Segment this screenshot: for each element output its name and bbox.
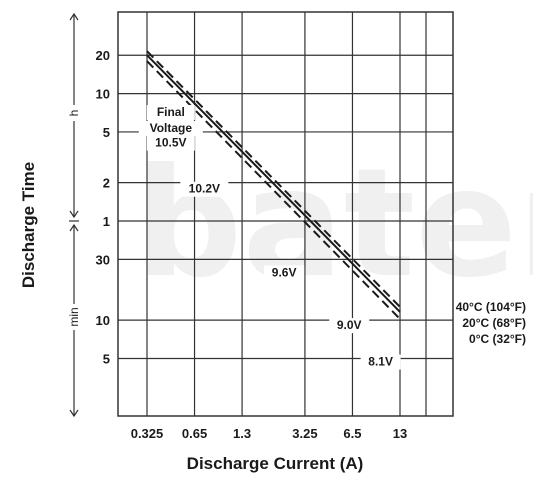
bracket-arrow	[69, 210, 79, 219]
y-tick-label: 2	[103, 176, 110, 191]
y-tick-label: 10	[96, 87, 110, 102]
bracket-gap	[68, 304, 80, 330]
y-axis-title: Discharge Time	[19, 162, 38, 288]
voltage-annotation: 9.6V	[272, 266, 297, 280]
voltage-annotation: 8.1V	[368, 355, 393, 369]
legend: 40°C (104°F) 20°C (68°F) 0°C (32°F)	[456, 300, 526, 346]
y-unit-hours: h	[67, 110, 81, 117]
tick-labels: 0.325 0.65 1.3 3.25 6.5 13 20 10 5 2 1 30 10 5	[96, 48, 408, 441]
annotation-bg	[360, 354, 401, 370]
voltage-annotation: 10.5V	[155, 136, 186, 150]
bracket-arrow	[69, 409, 79, 418]
y-axis-bracket: h min	[67, 12, 81, 418]
annotation-bg	[180, 181, 229, 197]
legend-entry: 20°C (68°F)	[462, 316, 526, 330]
x-tick-label: 3.25	[292, 426, 317, 441]
bracket-arrow	[69, 12, 79, 21]
watermark: bater	[135, 137, 533, 311]
bracket-arrow	[69, 223, 79, 232]
series-line	[146, 50, 401, 308]
annotation-bg	[264, 265, 305, 281]
series-line	[146, 60, 401, 320]
legend-entry: 0°C (32°F)	[469, 332, 526, 346]
y-unit-minutes: min	[67, 307, 81, 326]
voltage-annotation: Voltage	[150, 121, 193, 135]
x-tick-label: 1.3	[233, 426, 251, 441]
x-tick-label: 0.325	[131, 426, 164, 441]
annotation-bg	[329, 318, 370, 334]
annotation-bg	[138, 120, 203, 136]
x-tick-label: 0.65	[182, 426, 207, 441]
voltage-annotation: 10.2V	[189, 182, 220, 196]
legend-entry: 40°C (104°F)	[456, 300, 526, 314]
x-tick-label: 13	[393, 426, 407, 441]
y-tick-label: 5	[103, 351, 110, 366]
y-tick-label: 10	[96, 313, 110, 328]
bracket-gap	[68, 105, 80, 121]
annotation-bg	[146, 105, 195, 121]
y-tick-label: 20	[96, 48, 110, 63]
x-axis-title: Discharge Current (A)	[187, 454, 364, 473]
voltage-annotation: 9.0V	[337, 318, 362, 332]
y-tick-label: 30	[96, 252, 110, 267]
y-tick-label: 5	[103, 125, 110, 140]
x-tick-label: 6.5	[343, 426, 361, 441]
series-line	[146, 54, 401, 313]
series-lines	[146, 50, 401, 320]
plot-frame	[117, 11, 454, 417]
voltage-annotation: Final	[157, 105, 185, 119]
y-tick-label: 1	[103, 214, 110, 229]
annotation-bg	[146, 135, 195, 151]
